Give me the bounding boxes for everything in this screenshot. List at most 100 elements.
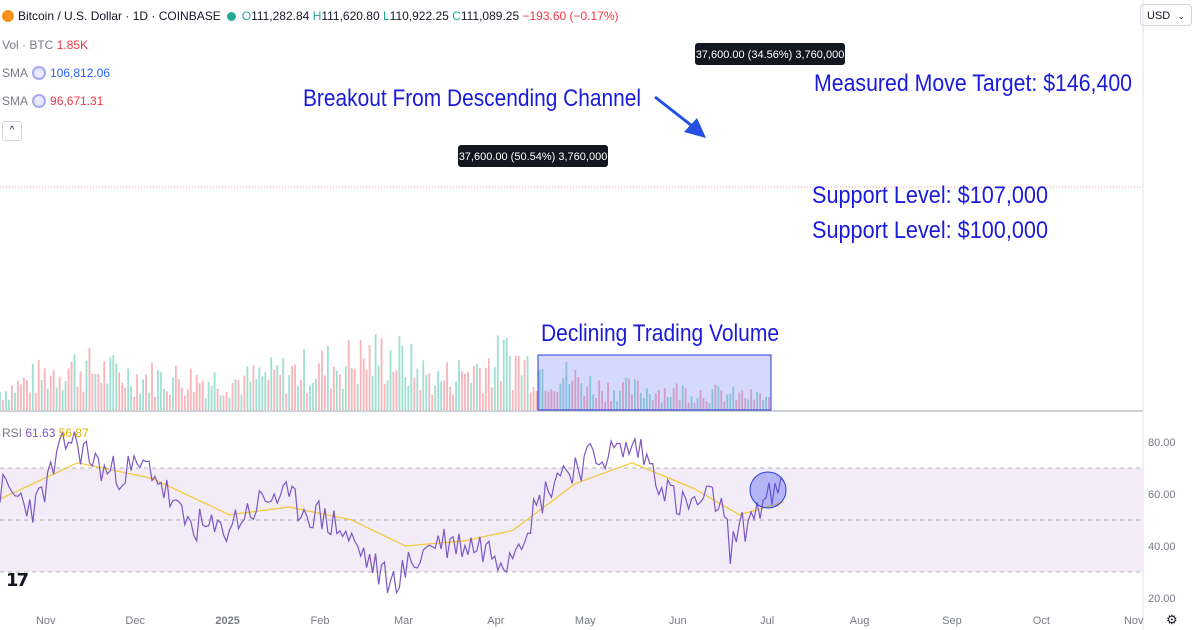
volume-bar <box>511 389 514 410</box>
volume-bar <box>449 386 452 410</box>
volume-bar <box>568 383 571 410</box>
volume-bar <box>425 375 428 410</box>
volume-bar <box>470 382 472 410</box>
volume-bar <box>240 394 243 410</box>
volume-bar <box>127 368 130 410</box>
volume-bar <box>82 391 85 410</box>
volume-bar <box>70 361 73 410</box>
volume-bar <box>365 369 368 410</box>
volume-bar <box>297 385 299 410</box>
volume-bar <box>37 359 40 410</box>
volume-bar <box>154 396 156 410</box>
volume-bar <box>765 396 767 410</box>
volume-bar <box>177 379 180 410</box>
tradingview-logo[interactable]: 17 <box>6 570 29 591</box>
eye-icon[interactable] <box>32 66 47 80</box>
volume-bar <box>592 394 595 410</box>
sma2-legend[interactable]: SMA 96,671.31 <box>2 94 103 108</box>
ohlc-open: 111,282.84 <box>251 9 310 23</box>
volume-bar <box>142 379 144 410</box>
volume-bar <box>613 390 615 410</box>
volume-bar <box>341 388 344 410</box>
volume-bar <box>109 357 112 410</box>
volume-bar <box>288 374 291 410</box>
volume-bar <box>651 400 654 410</box>
measure-label-2-bg <box>695 43 845 65</box>
volume-bar <box>487 358 490 410</box>
volume-bar <box>11 385 13 410</box>
volume-bar <box>186 389 189 410</box>
volume-bar <box>103 361 106 410</box>
time-tick-label: Apr <box>487 615 504 627</box>
volume-bar <box>634 379 636 410</box>
volume-bar <box>723 401 726 410</box>
volume-bar <box>237 380 240 410</box>
volume-legend[interactable]: Vol · BTC 1.85K <box>2 38 88 52</box>
volume-bar <box>306 392 308 410</box>
volume-bar <box>136 374 139 410</box>
volume-bar <box>377 365 380 410</box>
volume-bar <box>553 391 556 410</box>
volume-bar <box>294 364 297 410</box>
volume-bar <box>219 395 222 410</box>
volume-bar <box>52 370 55 410</box>
volume-bar <box>431 394 434 410</box>
volume-bar <box>249 381 252 410</box>
currency-select[interactable]: USD ⌄ <box>1140 4 1192 26</box>
volume-bar <box>318 363 320 410</box>
volume-bar <box>353 368 356 410</box>
volume-bar <box>747 399 750 410</box>
volume-bar <box>97 373 100 410</box>
volume-bar <box>428 373 431 410</box>
annotation-support-107000: Support Level: $107,000 <box>812 182 1048 209</box>
volume-bar <box>273 369 276 410</box>
volume-bar <box>383 383 386 410</box>
time-tick-label: Oct <box>1033 615 1050 627</box>
volume-bar <box>204 397 207 410</box>
gear-icon[interactable]: ⚙ <box>1166 612 1178 627</box>
volume-bar <box>663 387 666 410</box>
volume-bar <box>222 395 225 410</box>
volume-bar <box>625 377 627 410</box>
volume-bar <box>14 392 16 410</box>
volume-bar <box>508 356 511 410</box>
eye-icon[interactable] <box>32 94 47 108</box>
volume-bar <box>622 382 624 410</box>
ohlc-change: −193.60 (−0.17%) <box>522 9 619 23</box>
volume-bar <box>255 379 258 410</box>
symbol-title[interactable]: Bitcoin / U.S. Dollar · 1D · COINBASE <box>18 9 221 23</box>
volume-bar <box>398 335 401 410</box>
volume-bar <box>46 388 49 410</box>
rsi-legend[interactable]: RSI 61.63 56.87 <box>2 426 89 440</box>
volume-bar <box>729 393 732 410</box>
volume-bar <box>741 390 744 410</box>
volume-bar <box>130 386 133 410</box>
volume-bar <box>759 393 762 410</box>
volume-bar <box>645 388 648 410</box>
volume-bar <box>85 360 88 410</box>
volume-bar <box>502 339 505 410</box>
ohlc-high: 111,620.80 <box>321 9 380 23</box>
volume-bar <box>160 372 162 410</box>
volume-bar <box>115 363 118 410</box>
volume-bar <box>148 392 150 410</box>
volume-bar <box>598 380 601 410</box>
volume-bar <box>437 371 440 410</box>
volume-bar <box>678 399 681 410</box>
volume-bar <box>628 378 630 410</box>
volume-bar <box>121 382 124 410</box>
volume-bar <box>639 392 642 410</box>
volume-bar <box>443 380 446 410</box>
currency-label: USD <box>1147 10 1171 22</box>
sma1-legend[interactable]: SMA 106,812.06 <box>2 66 110 80</box>
rsi-highlight-circle <box>749 471 787 509</box>
volume-bar <box>473 366 475 410</box>
volume-bar <box>368 345 371 410</box>
collapse-legend-button[interactable]: ^ <box>2 121 22 141</box>
volume-bar <box>276 364 279 410</box>
volume-bar <box>705 401 708 410</box>
volume-bar <box>25 380 28 410</box>
volume-bar <box>34 393 37 410</box>
time-tick-label: Jun <box>669 615 687 627</box>
